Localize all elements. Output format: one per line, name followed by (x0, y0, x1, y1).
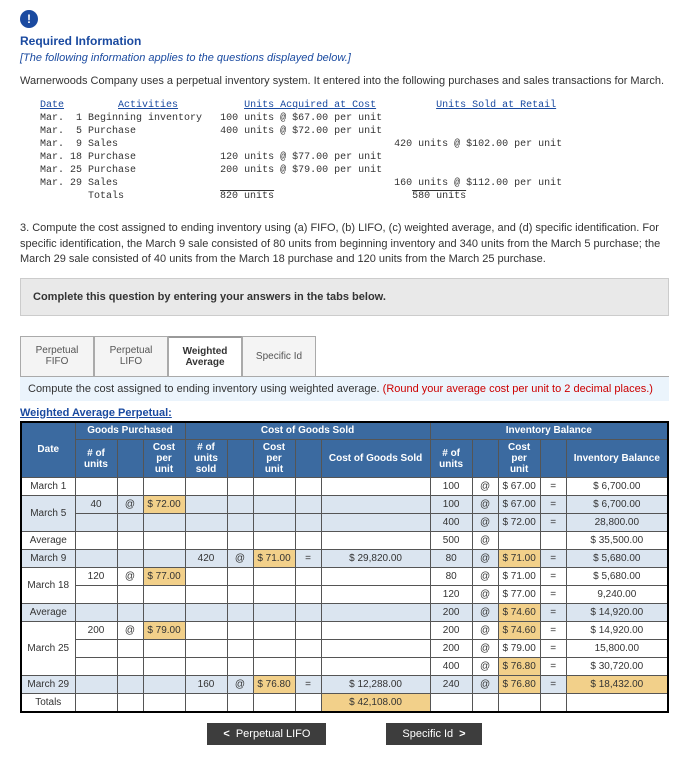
col-purch-cost: Cost per unit (143, 440, 185, 478)
transactions-ledger: Date Activities Units Acquired at Cost U… (40, 99, 669, 203)
table-row: March 5 40 @ $ 72.00 100 @ $ 67.00 = $ 6… (21, 496, 668, 514)
table-row: March 9 420 @ $ 71.00 = $ 29,820.00 80 @… (21, 550, 668, 568)
tab-perpetual-fifo[interactable]: Perpetual FIFO (20, 336, 94, 376)
tab-specific-id[interactable]: Specific Id (242, 336, 316, 376)
table-row: March 25 200 @ $ 79.00 200 @ $ 74.60 = $… (21, 622, 668, 640)
info-icon: ! (20, 10, 38, 28)
table-row: 120 @ $ 77.00 = 9,240.00 (21, 586, 668, 604)
col-inv-units: # of units (430, 440, 472, 478)
colgrp-inventory: Inventory Balance (430, 422, 668, 440)
tab-weighted-average[interactable]: Weighted Average (168, 336, 242, 376)
ledger-row: Mar. 9 Sales 420 units @ $102.00 per uni… (40, 139, 562, 150)
required-info-heading: Required Information (20, 34, 669, 48)
col-date: Date (21, 422, 75, 478)
instruction-lead: Compute the cost assigned to ending inve… (28, 383, 383, 395)
question-3-text: 3. Compute the cost assigned to ending i… (20, 221, 669, 267)
ledger-hdr-acq: Units Acquired at Cost (244, 100, 376, 111)
chevron-left-icon: < (223, 728, 229, 740)
col-inv-cpu: Cost per unit (498, 440, 540, 478)
table-row: 400 @ $ 72.00 = 28,800.00 (21, 514, 668, 532)
colgrp-goods-purchased: Goods Purchased (75, 422, 185, 440)
ledger-row: Mar. 18 Purchase 120 units @ $77.00 per … (40, 152, 382, 163)
ledger-row: Mar. 5 Purchase 400 units @ $72.00 per u… (40, 126, 382, 137)
prev-label: Perpetual LIFO (236, 728, 311, 740)
instruction-bar: Compute the cost assigned to ending inve… (20, 376, 669, 401)
ledger-row: Mar. 29 Sales 160 units @ $112.00 per un… (40, 178, 562, 189)
colgrp-cogs: Cost of Goods Sold (185, 422, 430, 440)
table-row: 400 @ $ 76.80 = $ 30,720.00 (21, 658, 668, 676)
ledger-row: Mar. 25 Purchase 200 units @ $79.00 per … (40, 165, 382, 176)
prev-button[interactable]: < Perpetual LIFO (207, 723, 326, 745)
col-sold-cpu: Cost per unit (253, 440, 295, 478)
col-inv-balance: Inventory Balance (566, 440, 668, 478)
col-cogs: Cost of Goods Sold (321, 440, 430, 478)
next-button[interactable]: Specific Id > (386, 723, 481, 745)
instruction-hint: (Round your average cost per unit to 2 d… (383, 383, 653, 395)
ledger-row: Mar. 1 Beginning inventory 100 units @ $… (40, 113, 382, 124)
complete-instruction: Complete this question by entering your … (20, 278, 669, 316)
table-row: Average 500 @ $ 35,500.00 (21, 532, 668, 550)
ledger-hdr-sold: Units Sold at Retail (436, 100, 556, 111)
table-row: March 1 100 @ $ 67.00 = $ 6,700.00 (21, 478, 668, 496)
section-label: Weighted Average Perpetual: (20, 407, 172, 419)
table-row: Totals $ 42,108.00 (21, 694, 668, 712)
col-units-sold: # of units sold (185, 440, 227, 478)
table-row: March 29 160 @ $ 76.80 = $ 12,288.00 240… (21, 676, 668, 694)
applies-note: [The following information applies to th… (20, 52, 669, 64)
ledger-row: Totals 820 units 580 units (40, 191, 466, 202)
ledger-hdr-date: Date (40, 100, 64, 111)
tab-perpetual-lifo[interactable]: Perpetual LIFO (94, 336, 168, 376)
table-row: March 18 120 @ $ 77.00 80 @ $ 71.00 = $ … (21, 568, 668, 586)
next-label: Specific Id (402, 728, 453, 740)
intro-text: Warnerwoods Company uses a perpetual inv… (20, 74, 669, 89)
weighted-average-table: Date Goods Purchased Cost of Goods Sold … (20, 421, 669, 713)
chevron-right-icon: > (459, 728, 465, 740)
col-purch-units: # of units (75, 440, 117, 478)
table-row: Average 200 @ $ 74.60 = $ 14,920.00 (21, 604, 668, 622)
tabs-row: Perpetual FIFO Perpetual LIFO Weighted A… (20, 336, 669, 376)
ledger-hdr-act: Activities (118, 100, 178, 111)
table-row: 200 @ $ 79.00 = 15,800.00 (21, 640, 668, 658)
